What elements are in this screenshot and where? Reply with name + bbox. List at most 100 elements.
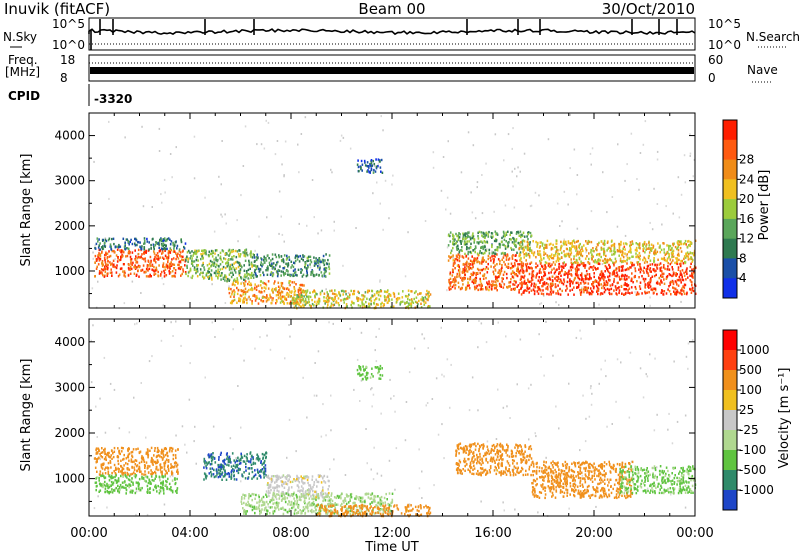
power-cell xyxy=(590,292,593,296)
power-cell xyxy=(110,245,112,248)
power-cell xyxy=(135,255,137,258)
power-noise-cell xyxy=(649,304,651,307)
velocity-cell xyxy=(131,491,134,494)
power-cell xyxy=(482,256,484,259)
power-cell xyxy=(647,282,649,285)
power-cell xyxy=(507,285,510,288)
power-cell xyxy=(501,258,503,261)
power-noise-cell xyxy=(379,279,381,282)
velocity-cell xyxy=(166,480,168,484)
power-noise-cell xyxy=(470,191,472,194)
power-noise-cell xyxy=(485,162,487,165)
power-cell xyxy=(447,259,450,262)
power-cell xyxy=(650,277,652,280)
velocity-noise-cell xyxy=(103,356,106,359)
velocity-noise-cell xyxy=(92,324,94,327)
power-cell xyxy=(205,274,208,277)
velocity-noise-cell xyxy=(591,392,593,395)
power-cell xyxy=(219,274,222,278)
power-cell xyxy=(458,256,460,260)
power-cell xyxy=(551,247,554,250)
power-cell xyxy=(671,266,673,269)
power-cell xyxy=(240,294,243,298)
power-cell xyxy=(370,164,372,168)
power-cell xyxy=(479,277,481,281)
power-cell xyxy=(561,268,563,271)
power-cell xyxy=(448,280,450,284)
power-cell xyxy=(282,260,285,264)
power-cell xyxy=(632,242,634,246)
power-cell xyxy=(523,274,526,278)
power-cell xyxy=(380,305,382,308)
power-cell xyxy=(252,294,254,297)
power-cell xyxy=(454,279,456,283)
power-cell xyxy=(567,293,569,296)
power-cell xyxy=(205,272,208,275)
power-cell xyxy=(275,262,278,266)
power-cell xyxy=(545,244,548,247)
power-cell xyxy=(484,235,486,238)
power-noise-cell xyxy=(680,193,683,196)
power-cell xyxy=(513,283,516,286)
power-cell xyxy=(542,283,545,286)
power-cell xyxy=(245,270,248,273)
power-cell xyxy=(119,245,122,248)
power-cell xyxy=(289,280,292,283)
power-cell xyxy=(122,249,124,253)
velocity-cell xyxy=(153,479,155,482)
power-cell xyxy=(543,257,545,260)
velocity-cell xyxy=(119,483,122,487)
power-cell xyxy=(103,275,106,278)
power-noise-cell xyxy=(511,170,513,173)
power-cell xyxy=(578,278,581,281)
velocity-cell xyxy=(135,448,137,451)
power-cell xyxy=(427,294,429,297)
power-cell xyxy=(377,165,379,168)
power-cell xyxy=(680,273,683,277)
power-cell xyxy=(642,244,644,247)
power-cell xyxy=(140,255,142,258)
velocity-noise-cell xyxy=(322,403,324,406)
power-cell xyxy=(427,306,429,309)
velocity-noise-cell xyxy=(332,322,334,325)
power-cell xyxy=(336,294,338,297)
velocity-cell xyxy=(161,448,163,452)
power-cell xyxy=(602,242,604,245)
power-cell xyxy=(497,246,500,249)
power-cell xyxy=(286,254,288,258)
velocity-cell xyxy=(173,461,176,465)
velocity-cell xyxy=(139,487,141,490)
power-noise-cell xyxy=(228,285,230,288)
power-cell xyxy=(556,279,559,282)
velocity-cell xyxy=(160,482,162,485)
power-cell xyxy=(520,241,522,244)
power-cell xyxy=(144,250,146,254)
power-cell xyxy=(482,252,485,255)
power-cell xyxy=(586,277,589,280)
velocity-cell xyxy=(98,448,100,452)
power-cell xyxy=(357,165,360,169)
power-cell xyxy=(611,273,614,276)
power-cell xyxy=(685,268,688,272)
velocity-cell xyxy=(164,473,167,476)
power-cell xyxy=(305,274,308,278)
power-cell xyxy=(357,299,360,302)
power-cell xyxy=(306,271,308,274)
power-cell xyxy=(448,255,450,258)
velocity-noise-cell xyxy=(579,449,581,452)
velocity-cell xyxy=(160,456,163,459)
power-cell xyxy=(455,242,457,245)
power-cell xyxy=(671,255,673,258)
power-cell xyxy=(586,290,589,293)
power-cell xyxy=(239,299,241,303)
velocity-cell xyxy=(125,492,127,495)
power-cell xyxy=(143,237,146,240)
power-cell xyxy=(129,265,132,268)
power-cell xyxy=(462,232,464,235)
power-cell xyxy=(448,278,450,282)
power-cell xyxy=(163,265,165,269)
power-cell xyxy=(420,298,422,301)
power-cell xyxy=(138,256,140,259)
power-cell xyxy=(162,242,165,245)
